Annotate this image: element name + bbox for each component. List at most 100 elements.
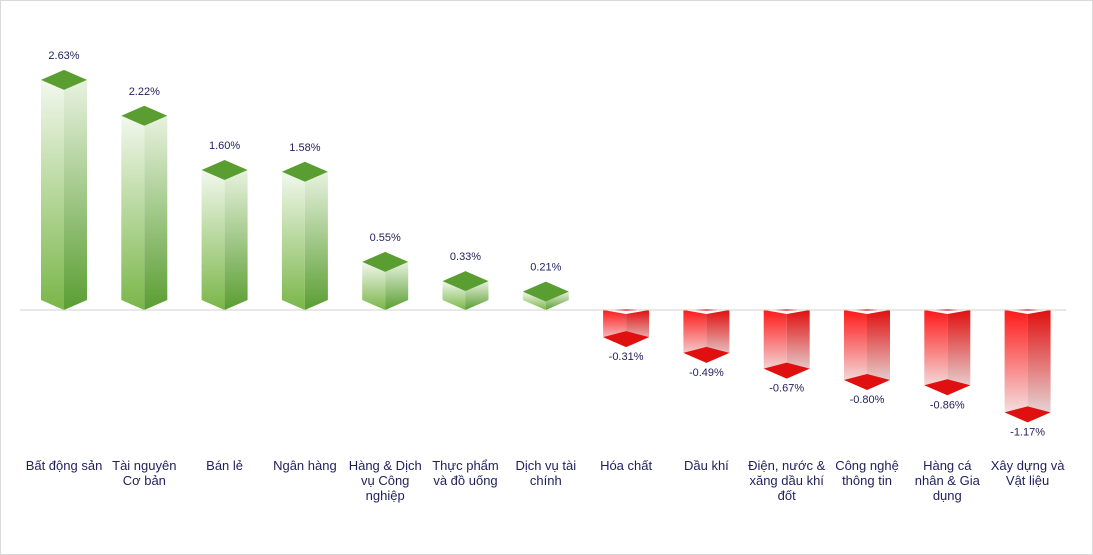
category-label-line: Điện, nước & (748, 458, 826, 473)
bar-top (201, 160, 248, 180)
category-label-line: Vật liệu (1006, 473, 1049, 488)
data-label: -0.49% (689, 367, 724, 379)
data-label: 0.55% (370, 232, 401, 244)
category-label-line: và đồ uống (433, 473, 497, 488)
category-label-line: vụ Công (361, 473, 409, 488)
bar-face-left (844, 310, 867, 390)
bar-face-left (763, 310, 787, 379)
category-label-line: Bán lẻ (206, 458, 243, 473)
category-label-line: Hóa chất (600, 458, 652, 473)
bar-face-right (144, 115, 168, 310)
category-label: Hóa chất (600, 458, 652, 473)
category-label-line: Dịch vụ tài (515, 458, 576, 473)
category-label-line: Bất động sản (26, 458, 103, 473)
bar-face-left (41, 79, 64, 310)
bar-face-right (1027, 310, 1051, 423)
bar-face-right (867, 310, 890, 390)
category-label-line: Xây dựng và (991, 458, 1066, 473)
category-label: Dầu khí (684, 458, 729, 473)
data-label: -1.17% (1010, 426, 1045, 438)
data-label: 1.58% (289, 142, 320, 154)
bar-top (281, 161, 328, 182)
bar (763, 309, 810, 379)
bar-face-right (786, 310, 810, 379)
data-label: -0.86% (930, 399, 965, 411)
value-labels-group: 2.63% 2.22% 1.60% 1.58% 0.55% 0.33% 0.21% -0.31… (48, 50, 1045, 439)
category-label-line: Ngân hàng (273, 458, 337, 473)
bars-group (41, 69, 1051, 423)
category-label-line: đốt (778, 488, 796, 503)
category-label: Công nghệ thông tin (835, 458, 899, 488)
bar-face-left (201, 170, 225, 310)
bar-bottom (763, 362, 810, 379)
category-label: Thực phẩm và đồ uống (432, 458, 499, 488)
bar (522, 281, 569, 310)
bar (201, 160, 248, 310)
data-label: 1.60% (209, 140, 240, 152)
data-label: 2.63% (48, 50, 79, 62)
category-label: Hàng & Dịch vụ Công nghiệp (349, 458, 422, 503)
category-label: Ngân hàng (273, 458, 337, 473)
bar (41, 69, 87, 310)
bar-face-right (64, 79, 87, 310)
category-label-line: Hàng & Dịch (349, 458, 422, 473)
bar-face-left (924, 310, 948, 396)
bar-bottom (924, 379, 971, 396)
bar-face-left (442, 281, 466, 310)
bar-face-right (465, 281, 489, 310)
bar-face-left (121, 115, 145, 310)
category-label-line: dụng (933, 488, 962, 503)
data-label: 2.22% (129, 86, 160, 98)
bar (844, 309, 890, 390)
bar-face-left (1004, 310, 1028, 423)
category-label: Hàng cá nhân & Gia dụng (915, 458, 981, 503)
category-label: Bất động sản (26, 458, 103, 473)
category-label: Dịch vụ tài chính (515, 458, 576, 488)
bar-top (442, 271, 489, 292)
category-label: Xây dựng và Vật liệu (991, 458, 1066, 488)
category-label-line: Tài nguyên (112, 458, 176, 473)
bar (121, 105, 168, 310)
category-label-line: Dầu khí (684, 458, 729, 473)
category-label: Điện, nước & xăng dầu khí đốt (748, 458, 826, 503)
bar-face-right (224, 170, 248, 310)
category-label: Tài nguyên Cơ bản (112, 458, 176, 488)
bar (603, 309, 650, 348)
category-label-line: Hàng cá (923, 458, 972, 473)
bar-face-right (304, 171, 328, 310)
category-label-line: Thực phẩm (432, 458, 499, 473)
bar-top (121, 105, 168, 126)
bar-face-left (281, 171, 305, 310)
bar-top (41, 69, 87, 90)
bar-face-right (545, 291, 569, 310)
category-label-line: nghiệp (366, 488, 405, 503)
data-label: 0.33% (450, 251, 481, 263)
bar-face-right (947, 310, 971, 396)
bar-face-right (385, 261, 409, 310)
data-label: -0.31% (609, 351, 644, 363)
bar-face-left (362, 261, 386, 310)
bar-bottom (1004, 406, 1051, 423)
category-label-line: Cơ bản (123, 473, 166, 488)
bar-bottom (844, 374, 890, 390)
category-label-line: thông tin (842, 473, 892, 488)
data-label: -0.80% (850, 394, 885, 406)
category-label-line: nhân & Gia (915, 473, 981, 488)
bar-bottom (683, 346, 730, 363)
bar (442, 271, 489, 310)
category-label: Bán lẻ (206, 458, 243, 473)
bar (683, 309, 730, 363)
category-label-line: chính (530, 473, 562, 488)
bar-face-left (522, 291, 546, 310)
bar (1004, 309, 1051, 423)
data-label: 0.21% (530, 262, 561, 274)
category-label-line: xăng dầu khí (749, 473, 824, 488)
category-label-line: Công nghệ (835, 458, 899, 473)
bar (281, 161, 328, 310)
bar-top (362, 251, 409, 272)
data-label: -0.67% (769, 383, 804, 395)
bar-top (522, 281, 569, 302)
bar-bottom (603, 331, 650, 348)
